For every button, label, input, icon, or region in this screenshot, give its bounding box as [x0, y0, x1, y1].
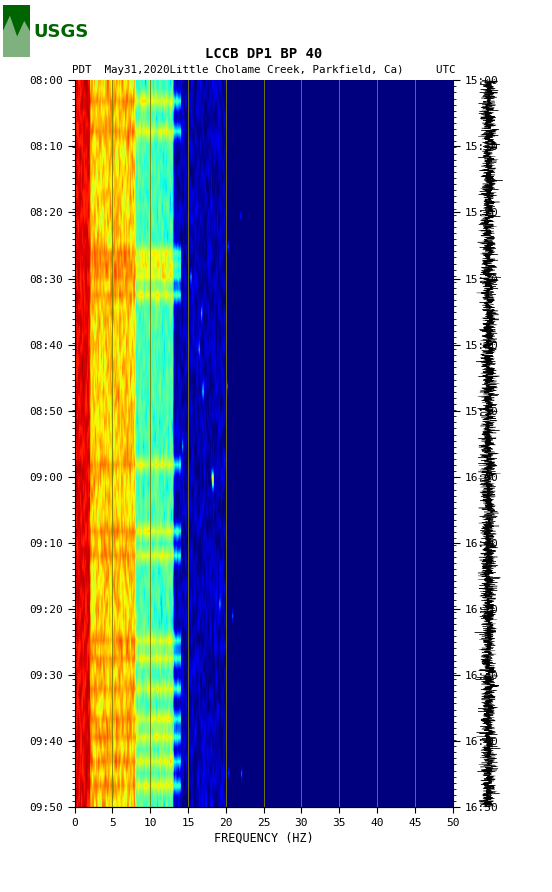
- Text: USGS: USGS: [33, 23, 88, 41]
- Text: LCCB DP1 BP 40: LCCB DP1 BP 40: [205, 46, 322, 61]
- Text: PDT  May31,2020Little Cholame Creek, Parkfield, Ca)     UTC: PDT May31,2020Little Cholame Creek, Park…: [72, 65, 455, 75]
- Bar: [3, 5, 30, 57]
- X-axis label: FREQUENCY (HZ): FREQUENCY (HZ): [214, 832, 314, 845]
- Polygon shape: [3, 16, 30, 57]
